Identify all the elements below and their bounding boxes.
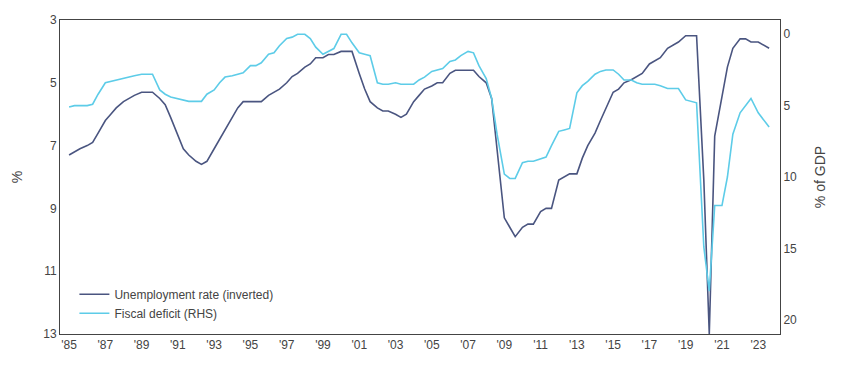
- svg-text:Unemployment rate (inverted): Unemployment rate (inverted): [114, 288, 273, 302]
- svg-text:'03: '03: [388, 338, 404, 352]
- svg-text:'01: '01: [351, 338, 367, 352]
- svg-text:'09: '09: [497, 338, 513, 352]
- svg-text:'97: '97: [279, 338, 295, 352]
- svg-text:9: 9: [50, 202, 57, 216]
- svg-text:'13: '13: [569, 338, 585, 352]
- svg-text:5: 5: [50, 76, 57, 90]
- svg-text:'99: '99: [315, 338, 331, 352]
- svg-text:'17: '17: [642, 338, 658, 352]
- svg-text:'95: '95: [243, 338, 259, 352]
- svg-text:'21: '21: [714, 338, 730, 352]
- svg-text:0: 0: [783, 27, 790, 41]
- svg-text:11: 11: [44, 264, 57, 278]
- svg-text:'23: '23: [750, 338, 766, 352]
- svg-text:13: 13: [43, 327, 57, 341]
- svg-text:'11: '11: [533, 338, 548, 352]
- svg-text:'93: '93: [206, 338, 222, 352]
- svg-text:'19: '19: [678, 338, 694, 352]
- svg-text:7: 7: [50, 139, 57, 153]
- svg-text:% of GDP: % of GDP: [812, 146, 828, 208]
- svg-text:'91: '91: [170, 338, 186, 352]
- svg-text:20: 20: [783, 313, 797, 327]
- svg-text:'87: '87: [98, 338, 114, 352]
- svg-text:'89: '89: [134, 338, 150, 352]
- svg-text:'85: '85: [61, 338, 77, 352]
- svg-text:'07: '07: [460, 338, 476, 352]
- svg-text:15: 15: [783, 242, 797, 256]
- svg-text:5: 5: [783, 99, 790, 113]
- svg-text:10: 10: [783, 170, 797, 184]
- svg-text:'15: '15: [605, 338, 621, 352]
- svg-text:3: 3: [50, 13, 57, 27]
- svg-text:Fiscal deficit (RHS): Fiscal deficit (RHS): [114, 307, 217, 321]
- svg-text:'05: '05: [424, 338, 440, 352]
- svg-text:%: %: [9, 171, 25, 183]
